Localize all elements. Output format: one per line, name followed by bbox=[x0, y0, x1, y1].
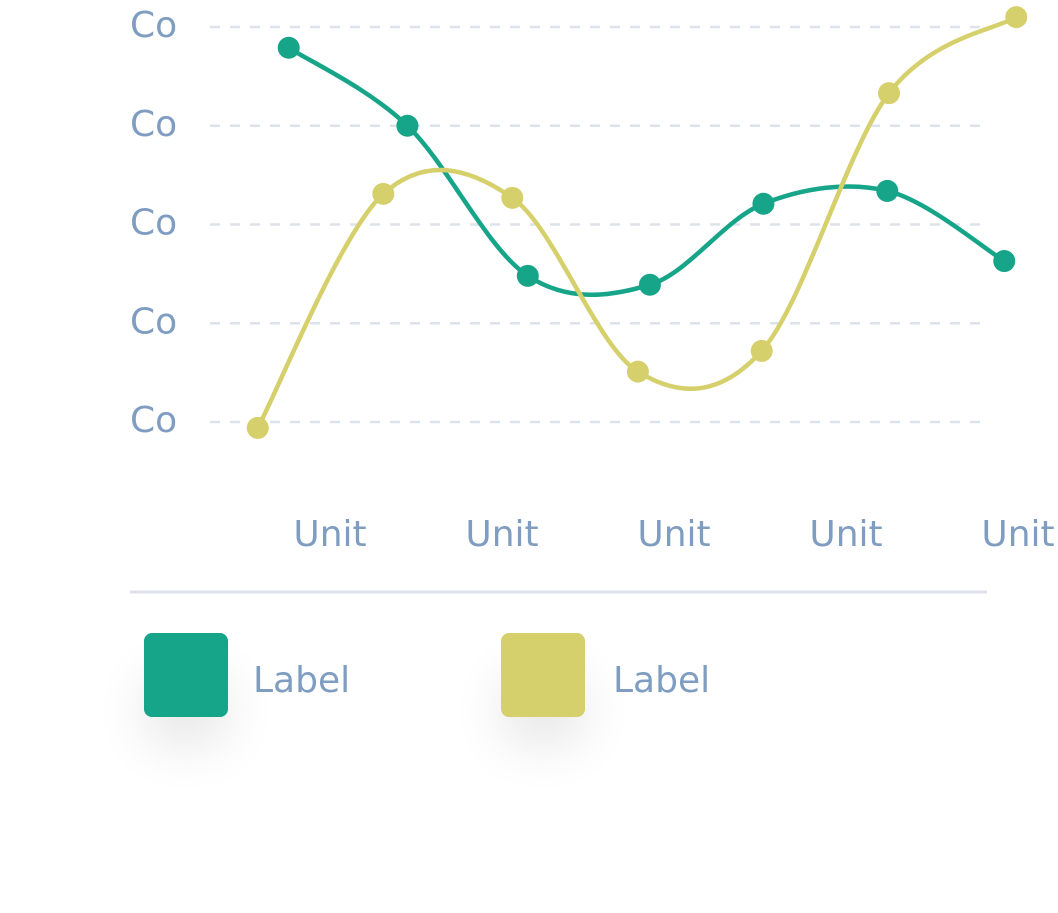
data-point bbox=[501, 186, 524, 209]
data-point bbox=[626, 360, 649, 383]
data-point bbox=[878, 82, 900, 105]
x-tick-label: Unit bbox=[293, 514, 366, 555]
data-point bbox=[396, 114, 419, 137]
legend-label: Label bbox=[253, 660, 350, 701]
data-point bbox=[277, 36, 300, 59]
data-point bbox=[372, 182, 395, 205]
y-tick-label: Co bbox=[130, 400, 177, 441]
data-point bbox=[516, 264, 539, 287]
data-point bbox=[752, 192, 775, 215]
x-tick-label: Unit bbox=[981, 514, 1054, 555]
y-tick-label: Co bbox=[130, 5, 177, 46]
legend-label: Label bbox=[613, 660, 710, 701]
x-tick-label: Unit bbox=[809, 514, 882, 555]
x-tick-label: Unit bbox=[465, 514, 538, 555]
x-tick-label: Unit bbox=[637, 514, 710, 555]
data-point bbox=[876, 179, 899, 202]
data-point bbox=[1005, 6, 1028, 29]
data-point bbox=[246, 416, 269, 439]
data-point bbox=[750, 339, 773, 362]
y-tick-label: Co bbox=[130, 301, 177, 342]
y-tick-label: Co bbox=[130, 203, 177, 244]
legend-swatch bbox=[501, 633, 585, 717]
y-tick-label: Co bbox=[130, 104, 177, 145]
data-point bbox=[993, 250, 1016, 273]
data-point bbox=[638, 273, 661, 296]
legend-swatch bbox=[144, 633, 228, 717]
